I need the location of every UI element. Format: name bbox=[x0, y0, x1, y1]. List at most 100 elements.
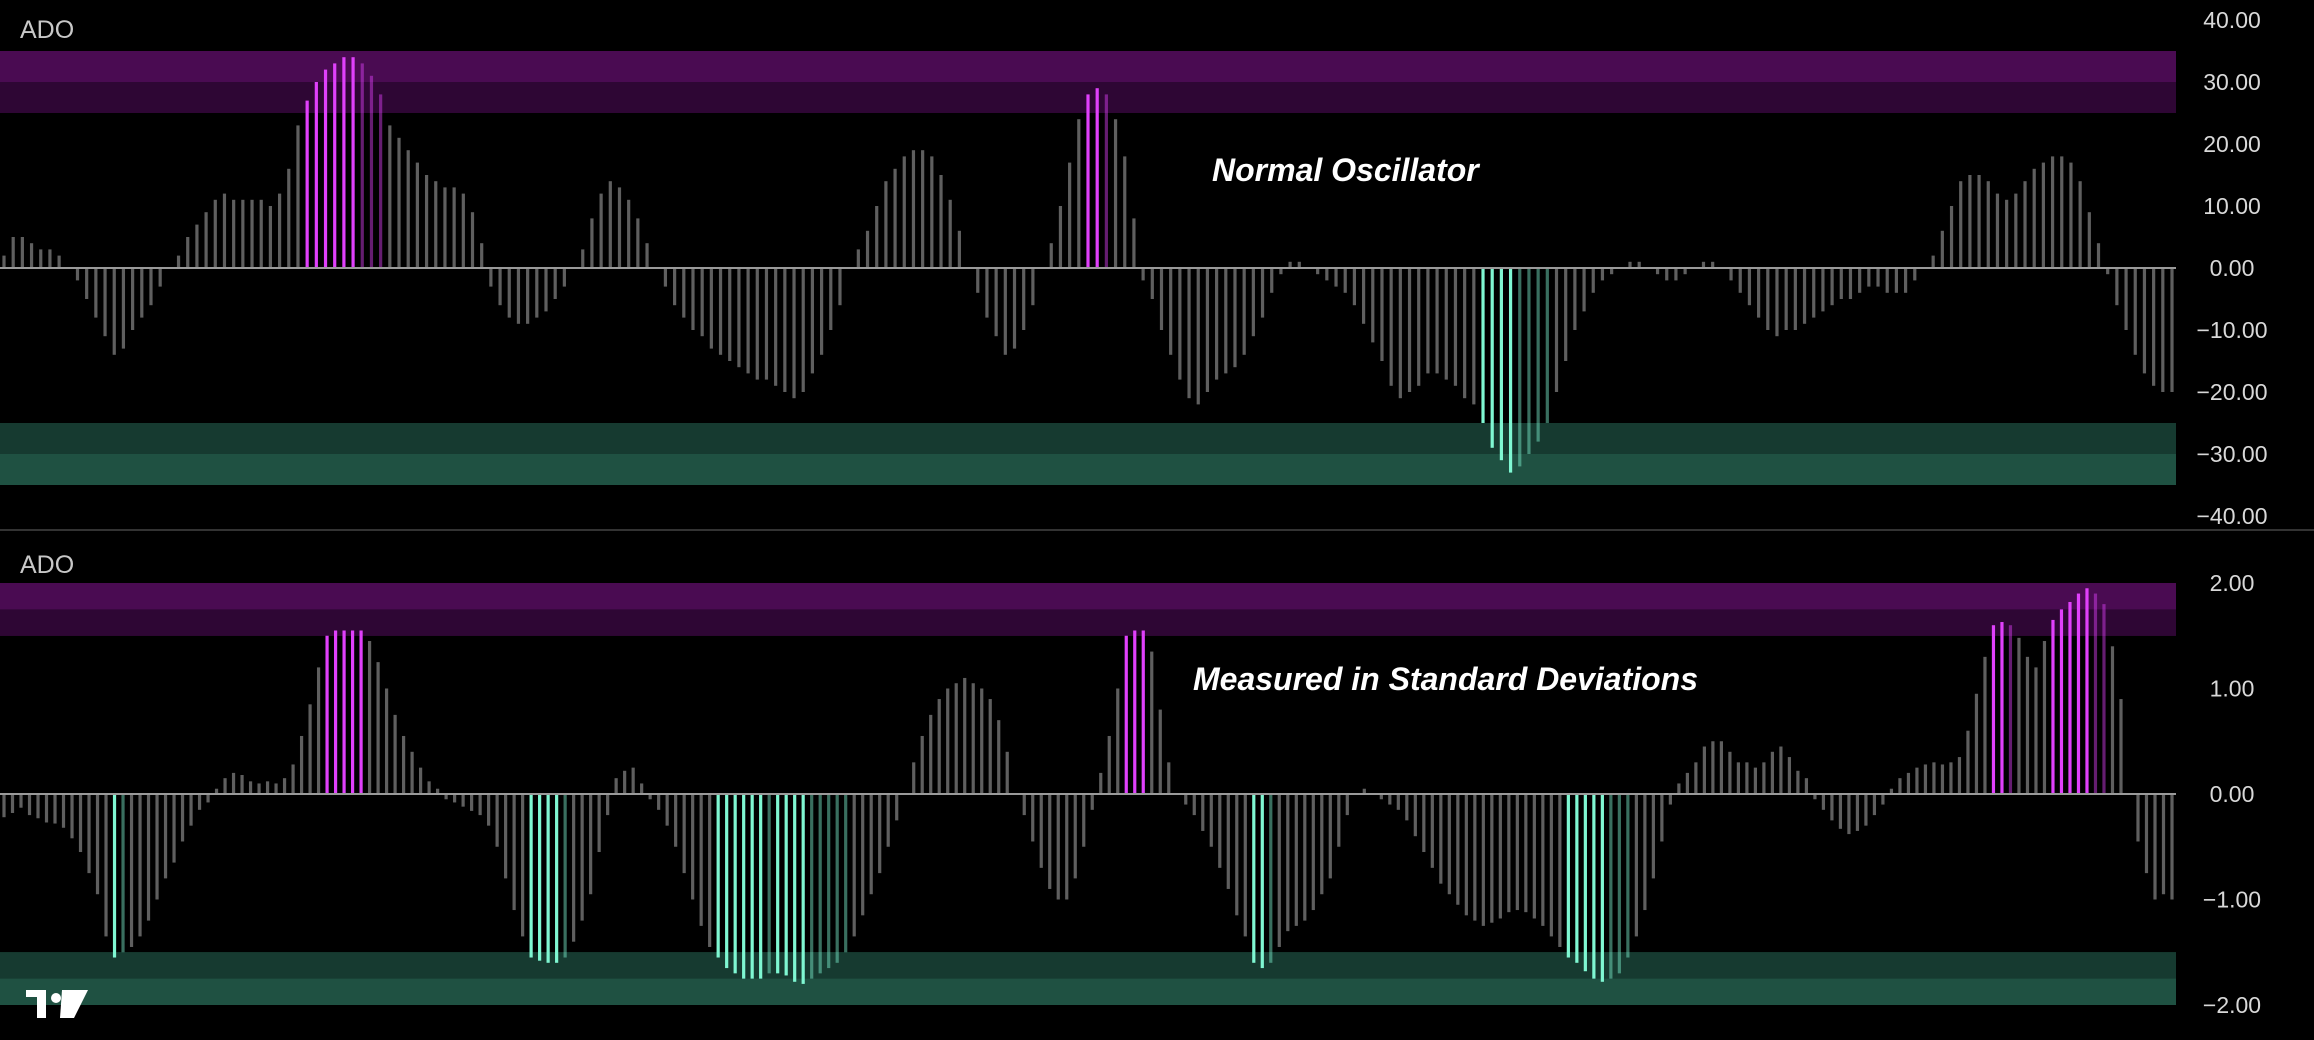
histogram-bar bbox=[44, 794, 49, 823]
histogram-bar bbox=[1235, 794, 1239, 916]
histogram-bar bbox=[223, 778, 227, 794]
histogram-bar bbox=[206, 794, 210, 803]
histogram-bar bbox=[1915, 767, 1919, 795]
histogram-bar bbox=[606, 794, 610, 816]
histogram-bar bbox=[793, 794, 797, 982]
histogram-bar bbox=[1133, 630, 1137, 794]
histogram-bar bbox=[957, 230, 961, 268]
histogram-bar bbox=[277, 193, 282, 268]
histogram-bar bbox=[1677, 783, 1681, 794]
histogram-bar bbox=[316, 667, 321, 794]
histogram-bar bbox=[1150, 651, 1154, 794]
histogram-bar bbox=[2042, 641, 2047, 794]
histogram-bar bbox=[1600, 268, 1605, 281]
histogram-bar bbox=[971, 683, 975, 794]
histogram-bar bbox=[155, 794, 159, 900]
histogram-bar bbox=[1328, 794, 1332, 879]
histogram-bar bbox=[1674, 268, 1678, 281]
histogram-bar bbox=[1352, 268, 1357, 306]
histogram-bar bbox=[1600, 794, 1604, 982]
histogram-bar bbox=[1003, 268, 1007, 355]
histogram-bar bbox=[1847, 794, 1851, 835]
histogram-bar bbox=[648, 794, 652, 800]
histogram-bar bbox=[1361, 268, 1366, 324]
histogram-bar bbox=[1957, 757, 1962, 794]
oversold-zone-inner bbox=[0, 423, 2176, 454]
histogram-bar bbox=[627, 199, 631, 268]
histogram-bar bbox=[1651, 794, 1655, 879]
histogram-bar bbox=[1286, 794, 1290, 932]
histogram-bar bbox=[1508, 268, 1513, 473]
histogram-bar bbox=[1711, 261, 1715, 268]
histogram-bar bbox=[1192, 794, 1196, 816]
histogram-bar bbox=[930, 156, 934, 268]
histogram-bar bbox=[1104, 94, 1108, 269]
histogram-bar bbox=[1260, 794, 1264, 969]
histogram-bar bbox=[699, 794, 703, 926]
y-tick-label: −40.00 bbox=[2197, 503, 2268, 529]
histogram-bar bbox=[1086, 94, 1090, 269]
histogram-bar bbox=[1766, 268, 1770, 330]
histogram-bar bbox=[2142, 268, 2147, 374]
histogram-bar bbox=[1320, 794, 1324, 895]
histogram-bar bbox=[1187, 268, 1191, 399]
histogram-bar bbox=[222, 193, 227, 268]
histogram-bar bbox=[1499, 268, 1503, 461]
histogram-bar bbox=[912, 762, 916, 794]
histogram-bar bbox=[1178, 268, 1182, 380]
histogram-bar bbox=[213, 199, 217, 268]
histogram-bar bbox=[1665, 268, 1669, 281]
histogram-bar bbox=[2161, 268, 2165, 392]
histogram-bar bbox=[2161, 794, 2166, 895]
histogram-bar bbox=[1821, 268, 1825, 312]
histogram-bar bbox=[512, 794, 516, 911]
histogram-bar bbox=[1527, 268, 1531, 454]
histogram-bar bbox=[2041, 162, 2045, 268]
histogram-bar bbox=[939, 175, 943, 268]
histogram-bar bbox=[397, 137, 401, 268]
histogram-bar bbox=[427, 781, 431, 794]
histogram-bar bbox=[282, 778, 287, 794]
histogram-bar bbox=[2152, 268, 2156, 386]
histogram-bar bbox=[2060, 156, 2064, 268]
histogram-bar bbox=[886, 794, 890, 847]
histogram-bar bbox=[70, 794, 74, 839]
histogram-bar bbox=[384, 688, 389, 794]
histogram-bar bbox=[480, 243, 484, 268]
histogram-bar bbox=[718, 268, 723, 355]
histogram-bar bbox=[2023, 181, 2027, 268]
histogram-bar bbox=[1573, 268, 1577, 330]
histogram-bar bbox=[1311, 794, 1315, 911]
histogram-bar bbox=[2068, 601, 2072, 794]
histogram-bar bbox=[1626, 794, 1630, 958]
annotation-normal-oscillator: Normal Oscillator bbox=[1212, 152, 1480, 188]
histogram-bar bbox=[1747, 268, 1752, 306]
histogram-bar bbox=[2025, 656, 2030, 794]
histogram-bar bbox=[1362, 788, 1366, 794]
histogram-bar bbox=[1065, 794, 1069, 900]
histogram-bar bbox=[948, 199, 952, 268]
histogram-bar bbox=[197, 794, 202, 810]
histogram-bar bbox=[186, 237, 190, 268]
histogram-bar bbox=[878, 794, 882, 874]
histogram-bar bbox=[852, 794, 856, 937]
histogram-bar bbox=[2106, 268, 2110, 275]
histogram-bar bbox=[572, 794, 576, 942]
histogram-bar bbox=[725, 794, 729, 969]
histogram-bar bbox=[1575, 794, 1579, 963]
histogram-bar bbox=[1564, 268, 1568, 361]
histogram-bar bbox=[406, 150, 410, 268]
histogram-bar bbox=[1417, 268, 1421, 386]
histogram-bar bbox=[1558, 794, 1562, 947]
histogram-bar bbox=[461, 193, 465, 268]
histogram-bar bbox=[11, 237, 15, 268]
histogram-bar bbox=[1898, 778, 1902, 794]
histogram-bar bbox=[709, 268, 713, 349]
histogram-bar bbox=[2133, 268, 2137, 355]
histogram-bar bbox=[920, 735, 924, 794]
histogram-bar bbox=[597, 794, 601, 853]
histogram-bar bbox=[716, 794, 720, 958]
histogram-bar bbox=[1141, 630, 1145, 794]
histogram-bar bbox=[265, 781, 270, 794]
histogram-bar bbox=[287, 168, 291, 268]
